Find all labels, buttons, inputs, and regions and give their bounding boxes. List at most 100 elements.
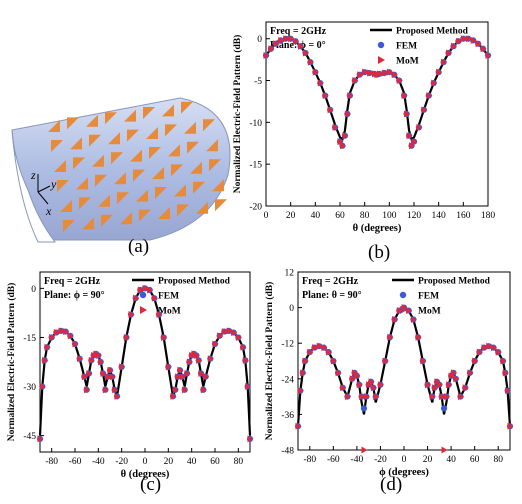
mom-point — [357, 71, 364, 79]
mom-point — [322, 92, 329, 100]
panel-b: 0 20 40 60 80 100 120 140 160 180 0 -5 -10 -15 -20 θ (d… — [228, 0, 522, 262]
mom-point — [386, 68, 393, 76]
mom-point — [198, 369, 205, 377]
mom-point — [242, 356, 249, 364]
mom-point — [293, 37, 300, 45]
patch-triangle — [171, 164, 183, 177]
patch-triangle — [60, 200, 72, 212]
patch-triangle — [70, 137, 82, 150]
legend-label-fem: FEM — [418, 292, 439, 302]
y-tick-label: -24 — [281, 375, 294, 385]
mom-point — [354, 372, 361, 380]
cylinder-inner-edge — [11, 129, 57, 243]
x-tick-label: -80 — [303, 455, 316, 465]
chart-c: -80 -60 -40 -20 0 20 40 60 80 0 -15 -30 -45 θ (degree… — [6, 271, 254, 480]
mom-point — [352, 77, 359, 85]
mom-point — [207, 355, 214, 363]
mom-point — [349, 375, 356, 383]
mom-point — [321, 344, 328, 352]
patch-triangle — [117, 192, 129, 205]
chart-d: -80 -60 -40 -20 0 20 40 60 80 12 0 -12 -24 -36 -48 ϕ (d… — [264, 269, 514, 478]
mom-point — [505, 387, 512, 395]
mom-point — [58, 327, 65, 335]
x-tick-label: 80 — [493, 455, 503, 465]
patch-triangle — [111, 152, 123, 165]
y-tick-label: -5 — [254, 77, 262, 87]
x-tick-label: -20 — [115, 457, 128, 467]
mom-point — [359, 393, 366, 401]
mom-point — [396, 77, 403, 85]
mom-point — [429, 393, 436, 401]
mom-point — [495, 348, 502, 356]
mom-point — [455, 37, 462, 45]
x-tick-label: 0 — [264, 211, 269, 221]
legend-marker-mom — [378, 56, 385, 64]
mom-point — [311, 344, 318, 352]
x-tick-label: 20 — [286, 211, 296, 221]
mom-point — [137, 286, 144, 294]
legend-label-mom: MoM — [418, 307, 441, 317]
mom-point — [177, 366, 184, 374]
x-axis-label: ϕ (degrees) — [379, 467, 429, 478]
mom-point — [312, 68, 319, 76]
mom-point — [480, 45, 487, 53]
mom-point — [175, 373, 182, 381]
mom-point — [450, 369, 457, 377]
mom-point — [200, 386, 207, 394]
patch-triangle — [82, 217, 94, 230]
x-tick-label: -60 — [69, 457, 82, 467]
mom-point — [297, 387, 304, 395]
patch-triangle — [139, 209, 151, 222]
patch-triangle — [95, 174, 107, 187]
mom-point — [416, 123, 423, 131]
y-tick-label: 0 — [31, 285, 36, 295]
mom-point — [102, 386, 109, 394]
patch-triangle — [86, 114, 98, 127]
mom-point — [373, 393, 380, 401]
mom-point — [441, 58, 448, 66]
y-axis-label: Normalized Electric-Field Pattern (dB) — [232, 35, 243, 194]
series-proposed-method — [296, 306, 512, 427]
patch-triangle — [130, 149, 142, 162]
mom-point — [240, 343, 247, 351]
mom-point — [37, 435, 44, 443]
mom-point — [411, 138, 418, 146]
frequency-annotation: Freq = 2GHz — [270, 26, 327, 37]
y-tick-label: -10 — [249, 119, 262, 129]
mom-point — [109, 373, 116, 381]
mom-point — [363, 393, 370, 401]
mom-point — [161, 333, 168, 341]
mom-point — [368, 378, 375, 386]
mom-point — [485, 51, 492, 59]
legend-marker-fem — [399, 291, 407, 299]
panel-c: -80 -60 -40 -20 0 20 40 60 80 0 -15 -30 -45 θ (degree… — [0, 262, 262, 484]
y-tick-label: -15 — [249, 161, 262, 171]
x-tick-label: 40 — [311, 211, 321, 221]
y-tick-label: -20 — [249, 203, 262, 213]
mom-point — [170, 392, 177, 400]
mom-point — [151, 294, 158, 302]
x-tick-label: -40 — [351, 455, 364, 465]
patch-triangle — [108, 132, 120, 145]
patch-triangle — [206, 139, 218, 152]
x-tick-label: 140 — [432, 211, 447, 221]
caption-b: (b) — [368, 242, 391, 263]
x-axis-label: θ (degrees) — [121, 469, 170, 480]
mom-point — [436, 381, 443, 389]
patch-triangle — [105, 112, 117, 125]
mom-point — [367, 69, 374, 77]
mom-point — [401, 92, 408, 100]
mom-point — [165, 363, 172, 371]
mom-point — [268, 45, 275, 53]
legend-marker-fem — [139, 291, 147, 299]
x-tick-label: 80 — [234, 457, 244, 467]
mom-point — [431, 79, 438, 87]
mom-point — [172, 386, 179, 394]
mom-point — [147, 286, 154, 294]
mom-point — [507, 422, 514, 430]
legend-label-mom: MoM — [396, 57, 419, 67]
patch-triangle — [136, 189, 148, 202]
mom-point — [49, 333, 56, 341]
mom-point — [72, 340, 79, 348]
legend-label-method: Proposed Method — [396, 27, 469, 37]
